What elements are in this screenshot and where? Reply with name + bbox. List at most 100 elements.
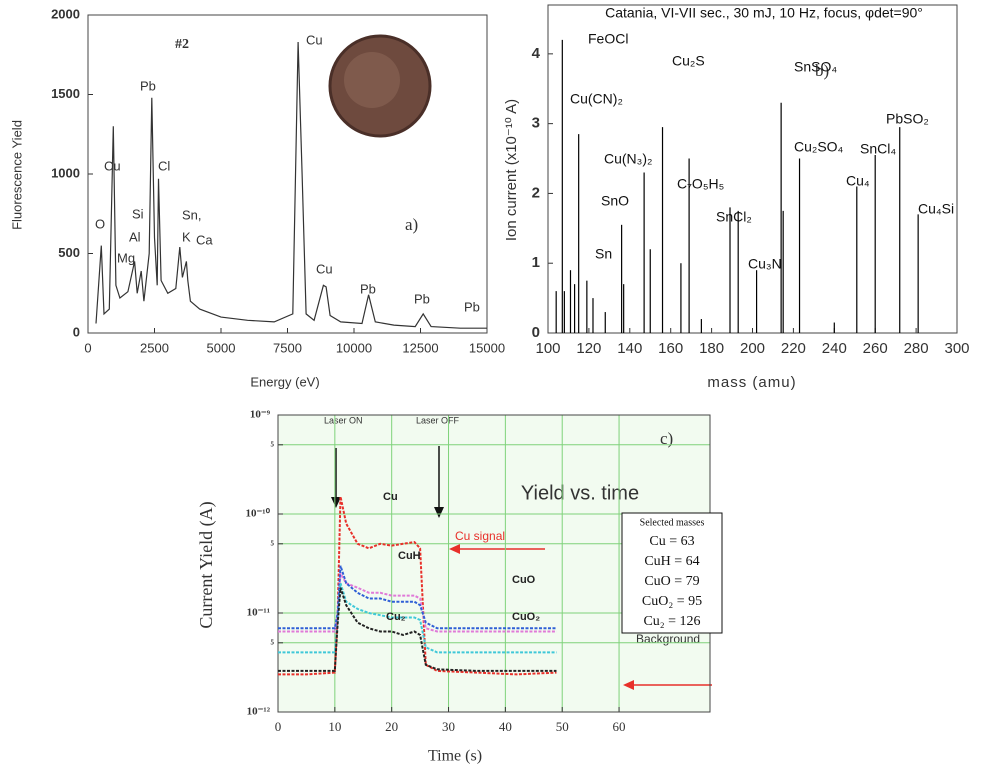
annotation: a) [405,215,418,234]
x-tick-label: 120 [576,340,601,357]
compound-label: SnCl₄ [860,141,896,157]
compound-labels: FeOCl Cu(CN)₂ Cu₂S Cu(N₃)₂ C₇O₅H₅ SnO Sn… [570,31,954,272]
y-axis-label: Fluorescence Yield [9,120,24,230]
series-label: CuO₂ [512,611,540,623]
legend-entry: Cu = 63 [649,534,694,549]
legend-entry: CuH = 64 [644,554,699,569]
y-tick-label: 4 [532,45,541,62]
annotation: b) [815,61,829,80]
compound-label: Cu₂SO₄ [794,139,844,155]
peak-label: Pb [140,78,156,93]
panel: 0 2500 5000 7500 10000 12500 15000 0 500 1000 1500… [51,6,505,355]
x-tick-label: 20 [385,719,398,734]
y-axis-label: Ion current (x10⁻¹⁰ A) [503,99,520,241]
y-tick-label: 0 [532,324,540,341]
series-line [278,587,557,672]
arrowhead [434,507,444,518]
series-label: Cu₂ [386,611,406,623]
peak-label: Si [132,206,144,221]
y-tick-label: 1000 [51,165,80,180]
compound-label: PbSO₂ [886,111,929,127]
compound-label: Cu₄ [846,173,870,189]
coin-relief [344,52,400,108]
annotation: Cu signal [455,529,505,543]
x-tick-label: 40 [499,719,512,734]
peak-label: Pb [360,281,376,296]
compound-label: Cu(N₃)₂ [604,151,652,167]
compound-label: Sn [595,246,612,262]
x-tick-label: 12500 [402,340,438,355]
y-tick-label: 5 [271,638,275,646]
compound-label: SnSO₄ [794,59,837,75]
series-line [278,565,557,630]
compound-label: SnCl₂ [716,209,752,225]
peak-label: Ca [196,232,213,247]
x-tick-label: 140 [617,340,642,357]
y-tick-label: 2000 [51,6,80,21]
chart-title: Yield vs. time [521,482,639,504]
y-tick-label: 10⁻¹² [247,706,271,718]
x-axis-label: mass (amu) [707,374,796,391]
series-line [95,41,487,329]
peak-label: Pb [464,299,480,314]
compound-label: C₇O₅H₅ [677,176,724,192]
peak-label: O [95,216,105,231]
peak-label: Cu [306,32,323,47]
y-tick-label: 0 [73,324,80,339]
y-axis-label: Current Yield (A) [196,501,217,628]
x-tick-label: 50 [556,719,569,734]
peak-label: Mg [117,250,135,265]
annotation: #2 [175,37,189,52]
y-tick-label: 2 [532,184,540,201]
y-tick-label: 500 [58,245,80,260]
compound-label: Cu₂S [672,53,705,69]
x-tick-label: 7500 [273,340,302,355]
x-tick-label: 200 [740,340,765,357]
y-tick-label: 10⁻¹¹ [247,607,270,619]
compound-label: FeOCl [588,31,628,47]
x-tick-label: 0 [84,340,91,355]
arrowhead [623,680,634,690]
x-tick-label: 15000 [469,340,505,355]
x-tick-label: 2500 [140,340,169,355]
y-tick-label: 1 [532,254,540,271]
x-tick-label: 260 [863,340,888,357]
arrows [331,446,712,690]
x-tick-label: 180 [699,340,724,357]
legend-entry: CuO = 79 [644,574,699,589]
x-tick-label: 10 [328,719,341,734]
x-tick-label: 0 [275,719,282,734]
peak-label: K [182,229,191,244]
y-tick-label: 10⁻⁹ [250,409,271,421]
x-tick-label: 300 [944,340,969,357]
annotation: Laser ON [324,415,363,425]
panel: 100 120 140 160 180 200 220 240 260 280 300 0 1 2 3 4 [532,4,970,357]
series-label: CuO [512,574,536,586]
y-tick-label: 5 [271,440,275,448]
y-tick-label: 3 [532,115,540,132]
annotation: Laser OFF [416,415,460,425]
compound-label: Cu₄Si [918,201,954,217]
peak-label: Al [129,229,141,244]
series-label: CuH [398,550,421,562]
legend-box: Selected masses Cu = 63 CuH = 64 CuO = 7… [621,512,723,634]
series-label: Cu [383,491,398,503]
compound-label: SnO [601,193,629,209]
x-tick-label: 160 [658,340,683,357]
legend-entry: Cu₂ = 126 [643,614,700,629]
compound-label: Cu₃N [748,256,782,272]
x-tick-label: 5000 [207,340,236,355]
x-tick-label: 100 [535,340,560,357]
plot-frame [87,14,488,334]
peak-label: Sn, [182,207,202,222]
compound-label: Cu(CN)₂ [570,91,623,107]
peak-label: Cu [316,261,333,276]
chart-title: Catania, VI-VII sec., 30 mJ, 10 Hz, focu… [605,5,923,21]
peak-label: Cl [158,158,170,173]
plot-frame [547,4,958,334]
arrowhead [331,497,341,508]
x-axis-label: Energy (eV) [250,374,319,389]
x-tick-label: 280 [904,340,929,357]
x-tick-label: 240 [822,340,847,357]
